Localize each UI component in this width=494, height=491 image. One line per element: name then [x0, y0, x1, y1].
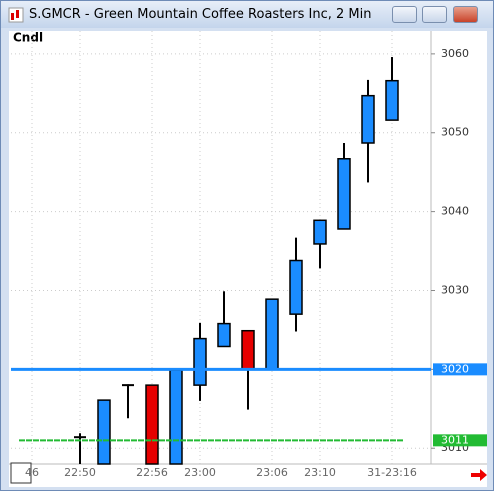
title-bar: S.GMCR - Green Mountain Coffee Roasters … [1, 1, 493, 28]
x-tick-label: 46 [25, 466, 39, 479]
candle-body [169, 369, 183, 465]
candle-body [361, 94, 375, 144]
maximize-button[interactable] [422, 6, 447, 23]
reference-tag [433, 363, 487, 376]
candle-body [289, 259, 303, 315]
candle-body [265, 298, 279, 371]
x-tick-label: 22:56 [136, 466, 168, 479]
candle-body [337, 158, 351, 230]
corner-box[interactable] [10, 462, 32, 484]
app-icon [8, 7, 24, 23]
window-title: S.GMCR - Green Mountain Coffee Roasters … [29, 7, 372, 22]
candle-body [97, 399, 111, 465]
y-tick-label: 3060 [441, 47, 469, 60]
y-tick-label: 3030 [441, 283, 469, 296]
x-tick-label: 22:50 [64, 466, 96, 479]
candle-body [385, 79, 399, 121]
y-tick-label: 3050 [441, 126, 469, 139]
chart-label: Cndl [13, 31, 43, 45]
chart-background [9, 31, 487, 487]
reference-label: 3020 [441, 362, 469, 375]
chart: Cndl 3010302030303040305030604622:5022:5… [9, 31, 487, 487]
x-tick-label: 23:00 [184, 466, 216, 479]
x-tick-label: 23:10 [304, 466, 336, 479]
x-tick-label: 23:06 [256, 466, 288, 479]
y-tick-label: 3040 [441, 205, 469, 218]
candle-body [313, 219, 327, 245]
candle-body [241, 329, 255, 371]
candle-body [193, 337, 207, 386]
x-tick-label: 31-23:16 [367, 466, 417, 479]
reference-label: 3011 [441, 433, 469, 446]
minimize-button[interactable] [392, 6, 417, 23]
close-button[interactable] [453, 6, 478, 23]
reference-tag [433, 434, 487, 447]
candle-body [145, 384, 159, 465]
scroll-arrow[interactable] [471, 469, 487, 481]
candle-body [217, 322, 231, 348]
